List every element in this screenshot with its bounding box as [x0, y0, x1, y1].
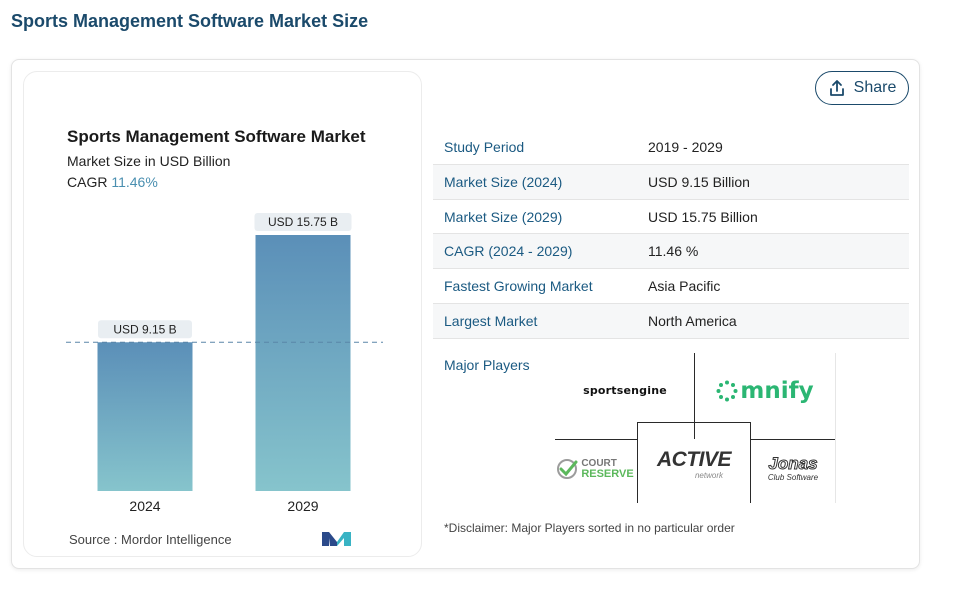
info-row: Market Size (2029) USD 15.75 Billion — [433, 200, 909, 235]
data-label: USD 9.15 B — [113, 322, 176, 336]
info-value: 11.46 % — [648, 243, 699, 260]
x-tick-label: 2029 — [287, 498, 318, 514]
info-key: Market Size (2029) — [444, 208, 563, 225]
x-tick-label: 2024 — [129, 498, 160, 514]
grid-divider — [750, 439, 836, 440]
chart-source: Source : Mordor Intelligence — [69, 532, 232, 547]
major-players-grid: sportsengine mnify COURT RESERVE ACTIVE … — [555, 353, 836, 503]
data-label: USD 15.75 B — [268, 215, 338, 229]
court-reserve-logo: COURT RESERVE — [555, 449, 635, 489]
info-key: Fastest Growing Market — [444, 278, 593, 295]
bar-2029 — [255, 235, 351, 491]
grid-divider — [835, 353, 836, 503]
omnify-ring-icon — [716, 380, 738, 402]
mordor-intelligence-logo — [322, 532, 351, 546]
sportsengine-logo-text: sportsengine — [583, 383, 667, 397]
info-value: USD 15.75 Billion — [648, 208, 758, 225]
active-logo-text: ACTIVE — [656, 447, 732, 471]
grid-divider — [637, 422, 638, 503]
omnify-logo-text: mnify — [740, 378, 814, 404]
jonas-logo-text: Jonas — [768, 454, 818, 473]
info-key: Study Period — [444, 139, 525, 155]
grid-divider — [694, 353, 695, 439]
active-logo-sub: network — [694, 470, 723, 480]
cagr-label: CAGR — [67, 174, 108, 190]
info-value: 2019 - 2029 — [648, 139, 723, 155]
info-row: Fastest Growing Market Asia Pacific — [433, 269, 909, 304]
court-reserve-top: COURT — [581, 458, 617, 469]
grid-divider — [750, 422, 751, 503]
chart-subtitle: Market Size in USD Billion — [67, 153, 231, 169]
chart-cagr: CAGR 11.46% — [67, 174, 158, 190]
omnify-logo: mnify — [705, 373, 825, 409]
court-reserve-bottom: RESERVE — [581, 468, 634, 480]
disclaimer: *Disclaimer: Major Players sorted in no … — [444, 521, 735, 535]
info-value: North America — [648, 312, 737, 329]
data-label-bg — [254, 213, 352, 231]
bar-2024 — [97, 342, 193, 491]
market-info-table: Study Period 2019 - 2029 Market Size (20… — [433, 130, 909, 339]
checkmark-icon — [557, 459, 578, 479]
cagr-value: 11.46% — [111, 174, 158, 190]
info-key: CAGR (2024 - 2029) — [444, 243, 573, 260]
info-value: Asia Pacific — [648, 278, 721, 295]
info-value: USD 9.15 Billion — [648, 173, 750, 190]
info-key: Market Size (2024) — [444, 173, 563, 190]
jonas-logo: Jonas Club Software — [755, 451, 831, 487]
info-row: CAGR (2024 - 2029) 11.46 % — [433, 234, 909, 270]
major-players-label: Major Players — [444, 357, 530, 373]
info-row: Market Size (2024) USD 9.15 Billion — [433, 164, 909, 200]
grid-divider — [637, 422, 750, 423]
data-label-bg — [98, 320, 192, 339]
info-key: Largest Market — [444, 312, 538, 329]
share-button[interactable]: Share — [815, 71, 909, 105]
active-network-logo: ACTIVE network — [641, 447, 747, 481]
chart-card — [23, 71, 422, 557]
chart-title: Sports Management Software Market — [67, 127, 366, 146]
info-row: Largest Market North America — [433, 303, 909, 339]
share-icon — [829, 80, 844, 96]
page-title: Sports Management Software Market Size — [11, 11, 369, 31]
grid-divider — [555, 439, 637, 440]
jonas-logo-sub: Club Software — [767, 473, 819, 482]
sportsengine-logo: sportsengine — [565, 375, 685, 405]
share-label: Share — [853, 79, 897, 96]
info-row: Study Period 2019 - 2029 — [433, 130, 909, 165]
